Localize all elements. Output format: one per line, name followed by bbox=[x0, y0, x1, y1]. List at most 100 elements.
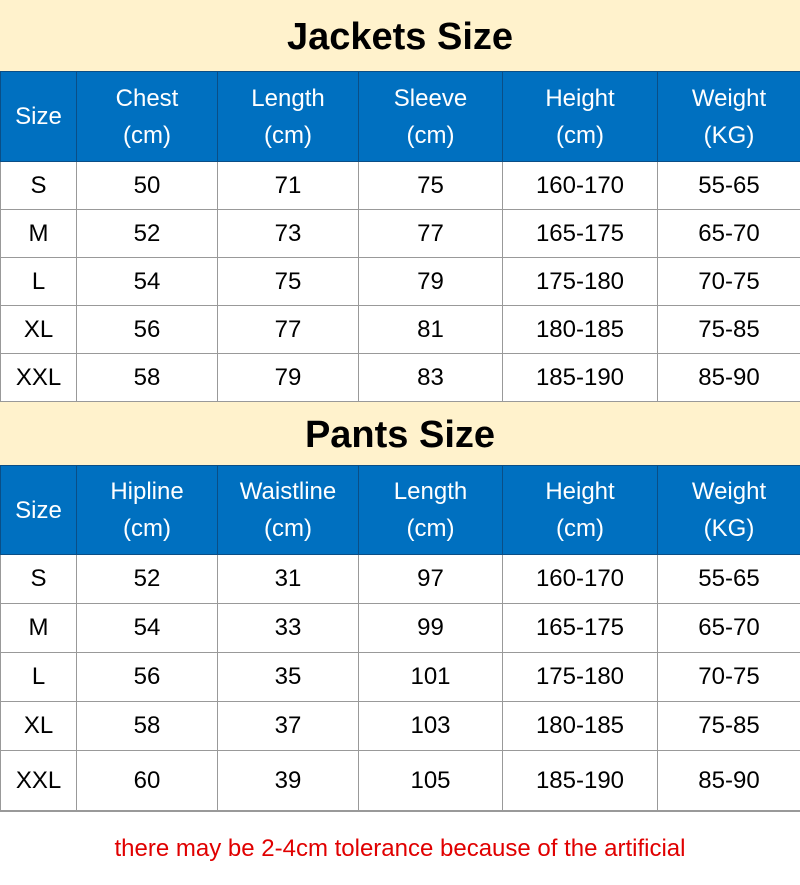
header-label: Weight bbox=[692, 85, 766, 112]
table-cell: 97 bbox=[359, 555, 503, 604]
table-cell: 105 bbox=[359, 751, 503, 811]
table-cell: 39 bbox=[218, 751, 359, 811]
table-cell: 56 bbox=[77, 653, 218, 702]
header-label: Height bbox=[545, 85, 614, 112]
header-unit: (KG) bbox=[704, 122, 755, 149]
header-row: Size Hipline (cm) Waistline (cm) Length (cm) He… bbox=[1, 466, 800, 555]
column-header: Height(cm) bbox=[503, 72, 658, 162]
header-label: Length bbox=[394, 478, 467, 505]
table-cell: 60 bbox=[77, 751, 218, 811]
table-cell: S bbox=[1, 162, 77, 210]
table-cell: 79 bbox=[359, 258, 503, 306]
table-cell: 175-180 bbox=[503, 653, 658, 702]
table-cell: 35 bbox=[218, 653, 359, 702]
column-header: Height(cm) bbox=[503, 466, 658, 555]
table-cell: 54 bbox=[77, 604, 218, 653]
table-cell: S bbox=[1, 555, 77, 604]
column-header: Sleeve (cm) bbox=[359, 72, 503, 162]
table-cell: M bbox=[1, 210, 77, 258]
table-cell: 165-175 bbox=[503, 210, 658, 258]
table-cell: 75 bbox=[218, 258, 359, 306]
header-unit: (cm) bbox=[264, 515, 312, 542]
table-cell: 52 bbox=[77, 555, 218, 604]
header-unit: (cm) bbox=[123, 122, 171, 149]
column-header: Length (cm) bbox=[218, 72, 359, 162]
column-header: Chest (cm) bbox=[77, 72, 218, 162]
table-cell: 85-90 bbox=[658, 751, 800, 811]
column-header: Weight (KG) bbox=[658, 72, 800, 162]
table-cell: 56 bbox=[77, 306, 218, 354]
table-cell: XL bbox=[1, 702, 77, 751]
header-unit: (cm) bbox=[264, 122, 312, 149]
header-unit: (cm) bbox=[407, 122, 455, 149]
table-cell: 99 bbox=[359, 604, 503, 653]
table-cell: 71 bbox=[218, 162, 359, 210]
header-label: Waistline bbox=[240, 478, 336, 505]
column-header: Size bbox=[1, 72, 77, 162]
header-label: Length bbox=[251, 85, 324, 112]
table-cell: L bbox=[1, 258, 77, 306]
table-cell: 160-170 bbox=[503, 555, 658, 604]
column-header: Hipline (cm) bbox=[77, 466, 218, 555]
table-cell: 185-190 bbox=[503, 751, 658, 811]
header-label: Height bbox=[545, 478, 614, 505]
header-label: Chest bbox=[116, 85, 179, 112]
header-label: Hipline bbox=[110, 478, 183, 505]
jackets-title: Jackets Size bbox=[0, 0, 800, 71]
table-cell: 103 bbox=[359, 702, 503, 751]
table-cell: 55-65 bbox=[658, 555, 800, 604]
table-cell: 79 bbox=[218, 354, 359, 402]
table-cell: 52 bbox=[77, 210, 218, 258]
table-cell: 175-180 bbox=[503, 258, 658, 306]
table-cell: 180-185 bbox=[503, 306, 658, 354]
column-header: Length (cm) bbox=[359, 466, 503, 555]
table-cell: 165-175 bbox=[503, 604, 658, 653]
table-cell: L bbox=[1, 653, 77, 702]
table-cell: 180-185 bbox=[503, 702, 658, 751]
table-cell: 77 bbox=[359, 210, 503, 258]
table-cell: 58 bbox=[77, 702, 218, 751]
table-cell: 31 bbox=[218, 555, 359, 604]
table-cell: XXL bbox=[1, 354, 77, 402]
pants-size-table: Size Hipline (cm) Waistline (cm) Length (cm) He… bbox=[0, 465, 800, 811]
header-unit: (cm) bbox=[407, 515, 455, 542]
header-unit: (cm) bbox=[123, 515, 171, 542]
table-cell: 160-170 bbox=[503, 162, 658, 210]
table-cell: 75-85 bbox=[658, 702, 800, 751]
column-header: Waistline (cm) bbox=[218, 466, 359, 555]
table-cell: 70-75 bbox=[658, 258, 800, 306]
table-cell: 75 bbox=[359, 162, 503, 210]
table-cell: 185-190 bbox=[503, 354, 658, 402]
table-cell: XXL bbox=[1, 751, 77, 811]
header-label: Size bbox=[15, 497, 62, 524]
table-cell: 83 bbox=[359, 354, 503, 402]
tolerance-note: there may be 2-4cm tolerance because of … bbox=[0, 811, 800, 885]
table-cell: 54 bbox=[77, 258, 218, 306]
table-cell: 50 bbox=[77, 162, 218, 210]
table-cell: 85-90 bbox=[658, 354, 800, 402]
table-cell: 77 bbox=[218, 306, 359, 354]
header-label: Sleeve bbox=[394, 85, 467, 112]
table-cell: 101 bbox=[359, 653, 503, 702]
table-cell: 58 bbox=[77, 354, 218, 402]
table-cell: 33 bbox=[218, 604, 359, 653]
table-cell: 70-75 bbox=[658, 653, 800, 702]
table-cell: 65-70 bbox=[658, 604, 800, 653]
column-header: Size bbox=[1, 466, 77, 555]
table-cell: 65-70 bbox=[658, 210, 800, 258]
pants-title: Pants Size bbox=[0, 402, 800, 465]
table-cell: 55-65 bbox=[658, 162, 800, 210]
table-cell: XL bbox=[1, 306, 77, 354]
table-cell: 37 bbox=[218, 702, 359, 751]
